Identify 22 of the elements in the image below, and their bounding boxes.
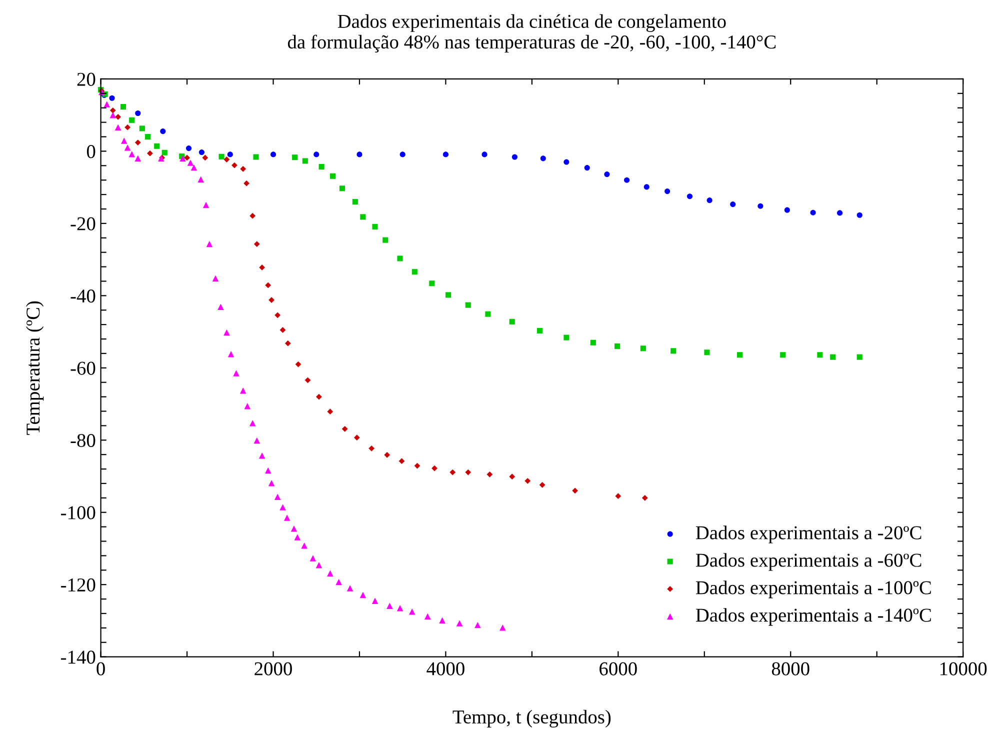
y-tick-label: 20 [77,72,96,86]
y-tick-label: -140 [61,650,96,664]
y-tick-label: -100 [61,506,96,520]
y-tick-label: 0 [86,145,96,158]
y-tick-label: -20 [70,217,96,230]
y-tick-label: -120 [61,578,96,592]
y-tick-label: -80 [70,434,96,448]
legend-label: Dados experimentais a -20ºC [696,526,922,544]
x-tick-label: 4000 [426,662,464,676]
x-tick-label: 0 [96,662,105,676]
chart-title: Dados experimentais da cinética de congelamento da formulação 48% nas temperaturas de -20, -60, -100, -140°C [288,14,776,53]
legend-label: Dados experimentais a -140ºC [696,608,931,626]
y-tick-label: -40 [70,289,96,303]
x-tick-label: 6000 [600,662,637,676]
x-tick-label: 8000 [772,662,810,676]
x-axis-title: Tempo, t (segundos) [452,710,611,728]
y-tick-label: -60 [70,362,96,375]
x-tick-label: 2000 [254,662,292,676]
x-tick-label: 10000 [940,662,987,676]
legend-label: Dados experimentais a -100ºC [696,580,931,598]
y-axis-title: Temperatura (ºC) [26,301,44,435]
legend-label: Dados experimentais a -60ºC [696,553,922,571]
